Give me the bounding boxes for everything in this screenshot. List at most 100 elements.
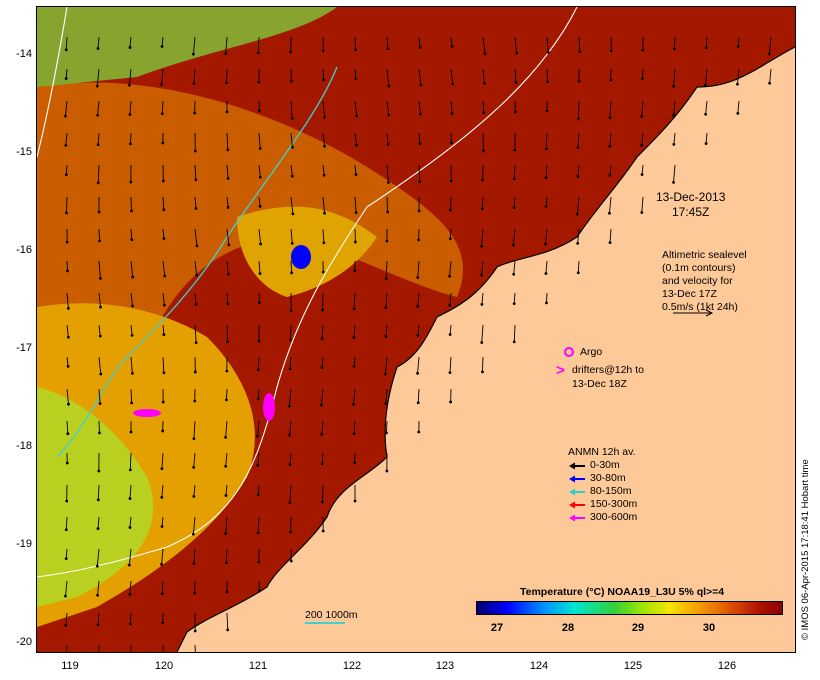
velocity-arrow-head bbox=[256, 434, 259, 438]
velocity-arrow bbox=[545, 132, 548, 149]
velocity-arrow bbox=[65, 612, 68, 626]
velocity-arrow-head bbox=[383, 372, 387, 376]
y-tick-label: -14 bbox=[16, 48, 32, 60]
anmn-legend-item: 0-30m bbox=[568, 459, 637, 472]
velocity-arrow bbox=[97, 484, 100, 500]
velocity-arrow-head bbox=[768, 81, 772, 85]
velocity-arrow bbox=[130, 356, 133, 374]
velocity-arrow-head bbox=[736, 45, 740, 48]
velocity-arrow bbox=[482, 356, 484, 372]
velocity-arrow-head bbox=[130, 371, 134, 375]
velocity-arrow bbox=[162, 260, 166, 276]
velocity-arrow-head bbox=[225, 398, 228, 402]
velocity-arrow-head bbox=[416, 371, 419, 375]
velocity-arrow bbox=[65, 548, 68, 559]
velocity-arrow bbox=[129, 612, 132, 624]
velocity-arrow-head bbox=[287, 404, 291, 408]
velocity-arrow-head bbox=[320, 366, 324, 369]
velocity-arrow-head bbox=[192, 437, 196, 441]
velocity-arrow bbox=[226, 292, 229, 304]
time-label: 17:45Z bbox=[672, 205, 710, 219]
velocity-arrow bbox=[226, 260, 229, 275]
velocity-arrow bbox=[322, 132, 325, 147]
velocity-arrow-head bbox=[66, 335, 70, 339]
velocity-arrow-head bbox=[321, 270, 325, 274]
velocity-arrow-head bbox=[97, 469, 101, 473]
velocity-arrow-head bbox=[640, 211, 644, 214]
velocity-arrow-head bbox=[99, 372, 103, 376]
date-label: 13-Dec-2013 bbox=[656, 190, 726, 204]
velocity-arrow-head bbox=[193, 629, 197, 633]
velocity-arrow bbox=[384, 356, 388, 375]
velocity-arrow bbox=[418, 100, 421, 115]
velocity-arrow-head bbox=[704, 112, 708, 116]
velocity-arrow bbox=[769, 68, 772, 84]
velocity-arrow-head bbox=[95, 564, 99, 568]
velocity-arrow bbox=[128, 68, 132, 86]
velocity-arrow-head bbox=[515, 51, 519, 55]
velocity-arrow-head bbox=[161, 400, 165, 404]
velocity-arrow bbox=[417, 292, 420, 307]
velocity-arrow bbox=[130, 228, 133, 240]
velocity-arrow bbox=[194, 292, 197, 305]
velocity-arrow bbox=[288, 388, 292, 407]
velocity-arrow bbox=[289, 420, 292, 436]
velocity-arrow bbox=[705, 100, 708, 115]
x-tick-label: 125 bbox=[623, 660, 643, 672]
velocity-arrow-head bbox=[192, 494, 196, 498]
velocity-arrow bbox=[546, 292, 548, 303]
velocity-arrow-head bbox=[131, 275, 135, 279]
velocity-arrow bbox=[290, 196, 294, 214]
velocity-arrow-head bbox=[224, 52, 228, 55]
velocity-arrow bbox=[674, 36, 676, 49]
velocity-arrow-head bbox=[65, 461, 69, 465]
velocity-arrow bbox=[97, 516, 100, 529]
velocity-arrow bbox=[385, 324, 388, 337]
velocity-arrow bbox=[577, 260, 580, 273]
velocity-arrow-head bbox=[385, 239, 389, 243]
velocity-arrow bbox=[66, 420, 69, 434]
sst-band-green bbox=[37, 387, 154, 607]
velocity-arrow bbox=[386, 164, 389, 183]
velocity-arrow-head bbox=[290, 241, 294, 245]
velocity-arrow-head bbox=[353, 461, 357, 465]
y-tick-label: -16 bbox=[16, 244, 32, 256]
velocity-arrow bbox=[545, 228, 548, 245]
velocity-arrow bbox=[705, 68, 708, 86]
velocity-arrow bbox=[642, 68, 644, 79]
velocity-arrow bbox=[768, 36, 772, 55]
velocity-arrow bbox=[97, 132, 100, 145]
velocity-arrow-head bbox=[96, 143, 100, 147]
velocity-arrow-head bbox=[448, 237, 452, 241]
velocity-arrow-head bbox=[160, 525, 164, 528]
velocity-arrow bbox=[641, 132, 644, 146]
velocity-arrow-head bbox=[225, 110, 229, 114]
velocity-arrow-head bbox=[127, 563, 131, 567]
velocity-arrow-head bbox=[290, 174, 294, 178]
velocity-arrow bbox=[257, 452, 260, 466]
velocity-arrow-head bbox=[451, 82, 455, 86]
velocity-arrow-head bbox=[323, 211, 326, 215]
velocity-arrow bbox=[577, 164, 580, 177]
velocity-arrow-head bbox=[290, 271, 294, 275]
velocity-arrow-head bbox=[291, 145, 294, 149]
velocity-arrow-head bbox=[161, 141, 165, 145]
velocity-arrow-head bbox=[162, 237, 166, 240]
velocity-arrow-head bbox=[386, 47, 390, 50]
velocity-arrow-head bbox=[577, 79, 581, 83]
velocity-arrow-head bbox=[544, 176, 548, 180]
velocity-arrow-head bbox=[98, 334, 102, 338]
velocity-arrow bbox=[450, 36, 453, 47]
anmn-legend-item: 150-300m bbox=[568, 498, 637, 511]
velocity-arrow-head bbox=[448, 371, 452, 375]
velocity-arrow-head bbox=[64, 173, 68, 177]
velocity-arrow bbox=[609, 164, 612, 176]
velocity-arrow-head bbox=[160, 82, 164, 86]
y-tick-label: -19 bbox=[16, 538, 32, 550]
velocity-arrow bbox=[258, 228, 262, 245]
velocity-arrow-head bbox=[448, 274, 451, 278]
velocity-arrow bbox=[576, 196, 580, 215]
velocity-arrow bbox=[129, 580, 132, 595]
velocity-arrow bbox=[354, 196, 357, 213]
velocity-arrow bbox=[577, 228, 580, 244]
